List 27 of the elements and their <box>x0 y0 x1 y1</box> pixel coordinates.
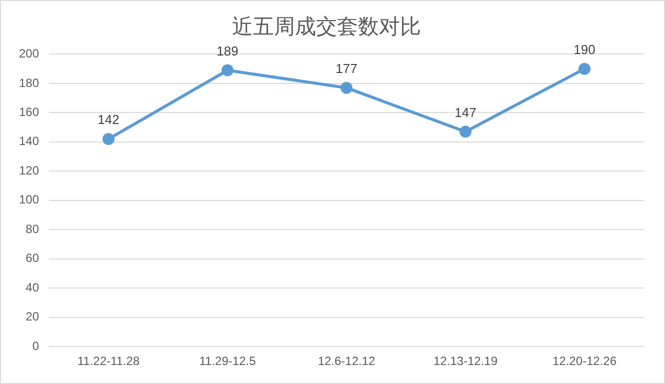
y-tick-label: 200 <box>18 46 40 61</box>
y-tick-label: 180 <box>18 76 40 90</box>
y-tick-label: 100 <box>18 192 40 207</box>
y-tick-label: 60 <box>26 251 40 266</box>
data-label: 142 <box>98 112 120 128</box>
point <box>460 126 472 138</box>
point <box>102 132 115 145</box>
y-tick-label: 140 <box>18 134 40 148</box>
x-tick-label: 11.22-11.28 <box>77 354 140 368</box>
data-label: 147 <box>454 104 476 120</box>
data-label: 189 <box>216 43 238 58</box>
data-label: 177 <box>336 60 358 76</box>
x-tick-label: 12.6-12.12 <box>318 354 376 368</box>
y-tick-label: 0 <box>32 338 40 353</box>
x-tick-label: 11.29-12.5 <box>199 354 256 368</box>
y-tick-label: 20 <box>26 310 40 324</box>
y-tick-label: 120 <box>18 163 40 178</box>
x-tick-label: 12.13-12.19 <box>433 354 498 368</box>
point <box>340 82 353 94</box>
data-label: 190 <box>574 42 596 57</box>
x-tick-label: 12.20-12.26 <box>552 354 617 368</box>
chart-title: 近五周成交套数对比 <box>232 15 421 38</box>
y-tick-label: 160 <box>18 104 40 119</box>
y-tick-label: 40 <box>26 280 40 294</box>
y-tick-label: 80 <box>26 222 40 236</box>
point <box>222 64 234 76</box>
point <box>578 62 590 75</box>
